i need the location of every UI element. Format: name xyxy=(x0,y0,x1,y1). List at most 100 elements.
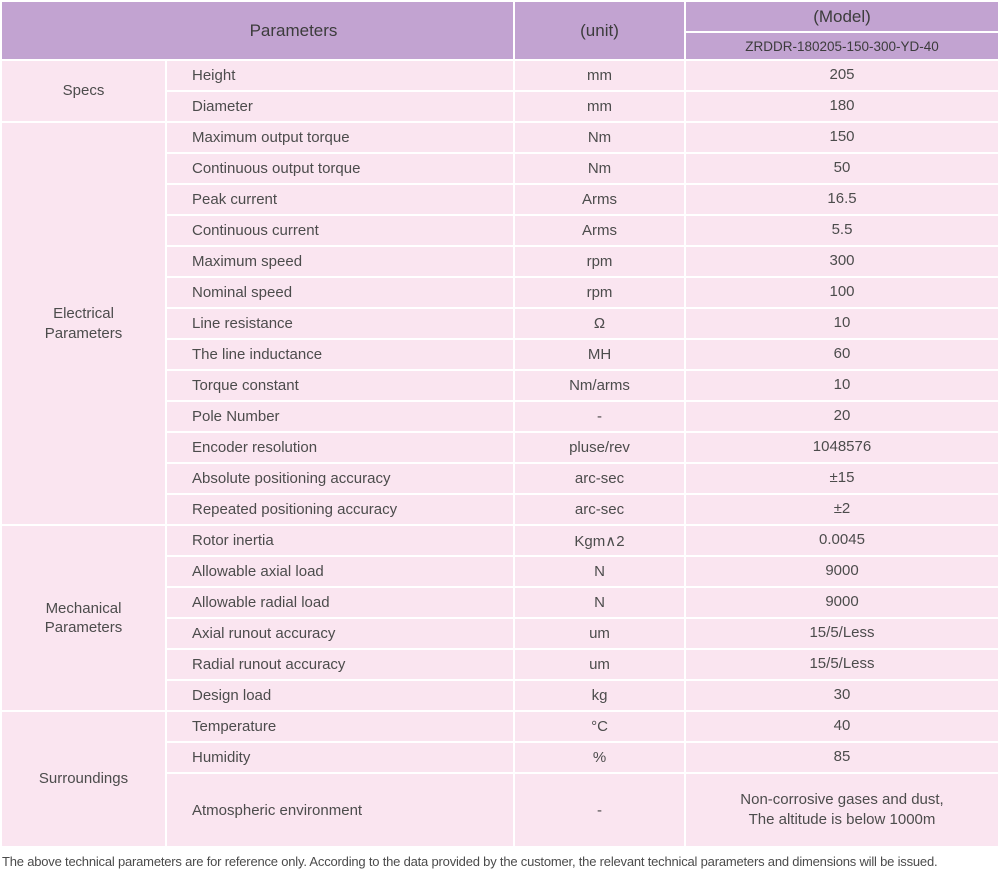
model-header: (Model) xyxy=(686,2,998,31)
table-row: Surroundings Temperature °C 40 xyxy=(2,712,998,846)
unit-cell: rpm xyxy=(515,278,684,307)
unit-cell: mm xyxy=(515,61,684,90)
parameter-cell: Maximum speed xyxy=(167,247,513,276)
value-cell: 180 xyxy=(686,92,998,121)
unit-cell: Arms xyxy=(515,185,684,214)
parameter-cell: Encoder resolution xyxy=(167,433,513,462)
table-row: Encoder resolution pluse/rev 1048576 xyxy=(2,433,998,462)
value-cell: 60 xyxy=(686,340,998,369)
unit-cell: Nm xyxy=(515,123,684,152)
value-cell: 10 xyxy=(686,371,998,400)
value-cell: 20 xyxy=(686,402,998,431)
spec-table: Parameters (unit) (Model) ZRDDR-180205-1… xyxy=(0,0,1000,848)
table-row: Maximum speed rpm 300 xyxy=(2,247,998,276)
parameter-cell: Axial runout accuracy xyxy=(167,619,513,648)
parameter-cell: Peak current xyxy=(167,185,513,214)
table-row: Continuous output torque Nm 50 xyxy=(2,154,998,183)
unit-cell: Arms xyxy=(515,216,684,245)
table-row: Design load kg 30 xyxy=(2,681,998,710)
parameter-cell: Continuous current xyxy=(167,216,513,245)
model-number: ZRDDR-180205-150-300-YD-40 xyxy=(686,33,998,59)
table-row: Radial runout accuracy um 15/5/Less xyxy=(2,650,998,679)
value-cell: ±15 xyxy=(686,464,998,493)
unit-cell: um xyxy=(515,650,684,679)
parameter-cell: Rotor inertia xyxy=(167,526,513,555)
table-row: Allowable radial load N 9000 xyxy=(2,588,998,617)
parameter-cell: Height xyxy=(167,61,513,90)
unit-cell: % xyxy=(515,743,684,772)
unit-cell: N xyxy=(515,557,684,586)
unit-cell: um xyxy=(515,619,684,648)
parameter-cell: Allowable axial load xyxy=(167,557,513,586)
parameter-cell: Maximum output torque xyxy=(167,123,513,152)
unit-cell: Kgm∧2 xyxy=(515,526,684,555)
value-cell: 15/5/Less xyxy=(686,650,998,679)
value-cell: 16.5 xyxy=(686,185,998,214)
unit-cell: arc-sec xyxy=(515,464,684,493)
parameter-cell: Radial runout accuracy xyxy=(167,650,513,679)
section-label: Mechanical Parameters xyxy=(2,526,165,710)
table-row: Torque constant Nm/arms 10 xyxy=(2,371,998,400)
footer-note: The above technical parameters are for r… xyxy=(2,854,938,869)
parameter-cell: Absolute positioning accuracy xyxy=(167,464,513,493)
unit-cell: Nm xyxy=(515,154,684,183)
table-row: Peak current Arms 16.5 xyxy=(2,185,998,214)
parameter-cell: Line resistance xyxy=(167,309,513,338)
parameter-cell: Temperature xyxy=(167,712,513,741)
unit-cell: rpm xyxy=(515,247,684,276)
parameter-cell: Nominal speed xyxy=(167,278,513,307)
unit-cell: - xyxy=(515,402,684,431)
parameter-cell: Pole Number xyxy=(167,402,513,431)
value-cell: 85 xyxy=(686,743,998,772)
unit-cell: mm xyxy=(515,92,684,121)
unit-cell: arc-sec xyxy=(515,495,684,524)
unit-cell: kg xyxy=(515,681,684,710)
spec-table-header: Parameters (unit) (Model) ZRDDR-180205-1… xyxy=(2,2,998,59)
table-row: Atmospheric environment - Non-corrosive ga… xyxy=(2,774,998,846)
value-cell: 50 xyxy=(686,154,998,183)
section-label: Surroundings xyxy=(2,712,165,846)
parameter-cell: Torque constant xyxy=(167,371,513,400)
table-row: The line inductance MH 60 xyxy=(2,340,998,369)
table-row: Continuous current Arms 5.5 xyxy=(2,216,998,245)
table-row: Allowable axial load N 9000 xyxy=(2,557,998,586)
table-row: Repeated positioning accuracy arc-sec ±2 xyxy=(2,495,998,524)
value-cell: 15/5/Less xyxy=(686,619,998,648)
unit-cell: Nm/arms xyxy=(515,371,684,400)
header-row-1: Parameters (unit) (Model) xyxy=(2,2,998,59)
parameter-cell: Continuous output torque xyxy=(167,154,513,183)
unit-cell: pluse/rev xyxy=(515,433,684,462)
table-row: Nominal speed rpm 100 xyxy=(2,278,998,307)
value-cell: 9000 xyxy=(686,557,998,586)
unit-cell: MH xyxy=(515,340,684,369)
unit-header: (unit) xyxy=(515,2,684,59)
unit-cell: N xyxy=(515,588,684,617)
value-cell: 0.0045 xyxy=(686,526,998,555)
value-cell: 100 xyxy=(686,278,998,307)
parameter-cell: Repeated positioning accuracy xyxy=(167,495,513,524)
header-row-2: ZRDDR-180205-150-300-YD-40 xyxy=(2,33,998,59)
parameter-cell: Diameter xyxy=(167,92,513,121)
table-row: Axial runout accuracy um 15/5/Less xyxy=(2,619,998,648)
value-cell: 40 xyxy=(686,712,998,741)
value-cell: 10 xyxy=(686,309,998,338)
table-row: Mechanical Parameters Rotor inertia Kgm∧2 0… xyxy=(2,526,998,710)
unit-cell: Ω xyxy=(515,309,684,338)
parameter-cell: The line inductance xyxy=(167,340,513,369)
table-row: Pole Number -20 xyxy=(2,402,998,431)
table-row: Electrical Parameters Maximum output torq… xyxy=(2,123,998,524)
table-row: Line resistance Ω 10 xyxy=(2,309,998,338)
value-cell: 9000 xyxy=(686,588,998,617)
unit-cell: - xyxy=(515,774,684,846)
value-cell: ±2 xyxy=(686,495,998,524)
value-cell: Non-corrosive gases and dust, The altitu… xyxy=(686,774,998,846)
parameter-cell: Humidity xyxy=(167,743,513,772)
parameter-cell: Design load xyxy=(167,681,513,710)
section-label: Electrical Parameters xyxy=(2,123,165,524)
value-cell: 205 xyxy=(686,61,998,90)
table-row: Humidity% 85 xyxy=(2,743,998,772)
section-label: Specs xyxy=(2,61,165,121)
parameter-cell: Allowable radial load xyxy=(167,588,513,617)
parameters-header: Parameters xyxy=(2,2,513,59)
table-row: Specs Height mm 205 xyxy=(2,61,998,121)
